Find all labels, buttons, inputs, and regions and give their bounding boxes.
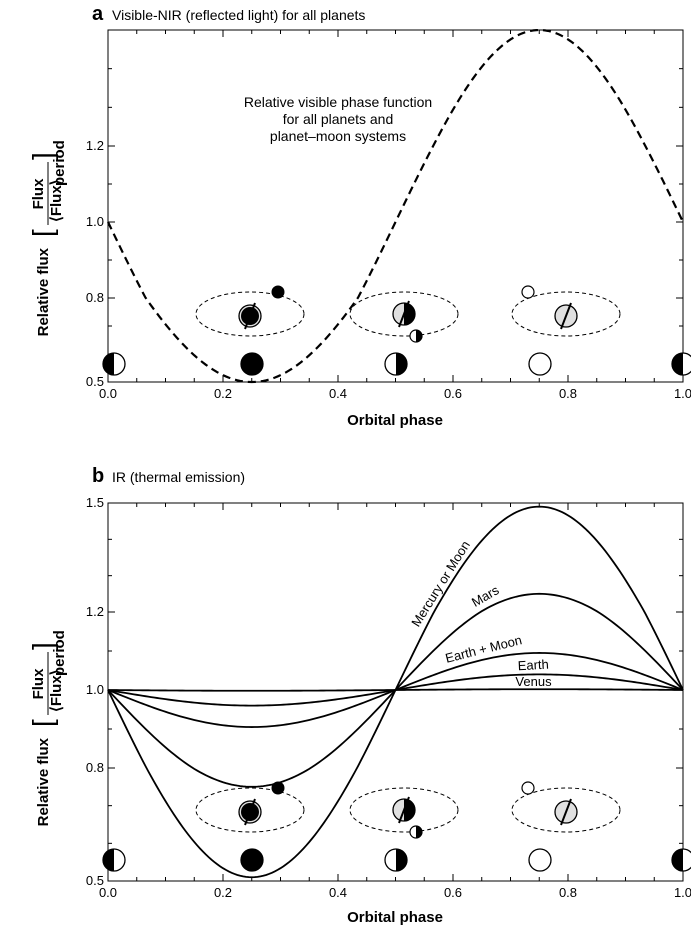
panel-a-annotation-line-3: planet–moon systems xyxy=(270,128,406,144)
panel-b-x-tick-labels: 0.0 0.2 0.4 0.6 0.8 1.0 xyxy=(99,885,691,900)
orbit-ellipse xyxy=(511,787,621,833)
planet-c xyxy=(554,302,578,330)
planet-b xyxy=(392,300,416,328)
x-tick-label: 0.2 xyxy=(214,885,232,900)
series-line-1 xyxy=(107,505,684,879)
moon-1 xyxy=(271,285,285,299)
x-tick-label: 0.4 xyxy=(329,386,347,401)
panel-a-ylabel-numerator: Flux xyxy=(30,178,47,209)
planet-b xyxy=(392,796,416,824)
panel-b-curves xyxy=(107,505,684,879)
panel-a-letter: a xyxy=(92,3,104,25)
y-tick-label: 1.0 xyxy=(86,682,104,697)
y-tick-label: 0.5 xyxy=(86,374,104,389)
series-label-5: Venus xyxy=(515,674,552,689)
moon-3 xyxy=(521,285,535,299)
orbit-ellipse xyxy=(195,291,305,337)
panel-b-ylabel-numerator: Flux xyxy=(30,668,47,699)
moon-1 xyxy=(271,781,285,795)
x-tick-label: 0.0 xyxy=(99,885,117,900)
x-tick-label: 0.0 xyxy=(99,386,117,401)
panel-b-ylabel-denominator-sub: period xyxy=(51,630,68,676)
x-tick-label: 0.6 xyxy=(444,885,462,900)
panel-b-ylabel-bracket-right: ] xyxy=(27,642,58,650)
panel-b-y-tick-labels: 0.5 0.8 1.0 1.2 1.5 xyxy=(86,495,104,888)
series-label-2: Mars xyxy=(469,582,502,610)
panel-a-orbit-diagrams xyxy=(102,285,691,376)
y-tick-label: 0.8 xyxy=(86,290,104,305)
panel-b-x-axis-label: Orbital phase xyxy=(347,909,443,926)
moon-2 xyxy=(409,329,423,343)
panel-a-ticks xyxy=(107,30,684,383)
y-tick-label: 1.2 xyxy=(86,138,104,153)
orbit-ellipse xyxy=(349,787,459,833)
panel-a-y-axis-label: Relative flux [ Flux ⟨Flux⟩ period ] xyxy=(27,140,68,336)
panel-a-ylabel-bracket-right: ] xyxy=(27,152,58,160)
panel-b-y-axis-label: Relative flux [ Flux ⟨Flux⟩ period ] xyxy=(27,630,68,826)
orbit-ellipse xyxy=(511,291,621,337)
x-tick-label: 0.8 xyxy=(559,386,577,401)
series-label-1: Mercury or Moon xyxy=(408,538,473,629)
panel-a-frame xyxy=(107,29,684,383)
panel-b-letter: b xyxy=(92,465,104,487)
panel-b-ylabel-text: Relative flux xyxy=(35,737,52,826)
planet-a xyxy=(238,798,262,826)
panel-a: a Visible-NIR (reflected light) for all … xyxy=(27,3,691,429)
panel-a-ylabel-denominator: ⟨Flux⟩ xyxy=(48,179,65,222)
phase-icon-phase-25 xyxy=(240,848,264,872)
x-tick-label: 0.8 xyxy=(559,885,577,900)
panel-b-ylabel-bracket-left: [ xyxy=(27,719,58,727)
series-label-4: Earth xyxy=(517,657,549,674)
planet-a xyxy=(238,302,262,330)
x-tick-label: 0.4 xyxy=(329,885,347,900)
panel-a-annotation-line-1: Relative visible phase function xyxy=(244,94,432,110)
panel-a-y-tick-labels: 0.5 0.8 1.0 1.2 xyxy=(86,138,104,389)
phase-icon-phase-75 xyxy=(528,352,552,376)
y-tick-label: 1.5 xyxy=(86,495,104,510)
phase-icon-phase-25 xyxy=(240,352,264,376)
orbit-ellipse xyxy=(195,787,305,833)
panel-a-ylabel-denominator-sub: period xyxy=(51,140,68,186)
panel-b-ylabel-denominator: ⟨Flux⟩ xyxy=(48,669,65,712)
phase-icon-phase-0 xyxy=(102,848,126,872)
panel-b-orbit-diagrams xyxy=(102,781,691,872)
panel-b-title: IR (thermal emission) xyxy=(112,469,245,485)
series-label-3: Earth + Moon xyxy=(444,632,524,666)
x-tick-label: 0.6 xyxy=(444,386,462,401)
moon-3 xyxy=(521,781,535,795)
y-tick-label: 1.0 xyxy=(86,214,104,229)
phase-icon-phase-100 xyxy=(671,352,691,376)
panel-a-ylabel-text: Relative flux xyxy=(35,247,52,336)
phase-icon-phase-0 xyxy=(102,352,126,376)
x-tick-label: 1.0 xyxy=(674,885,691,900)
series-line-5 xyxy=(107,688,684,692)
panel-a-annotation: Relative visible phase function for all … xyxy=(244,94,432,144)
phase-icon-phase-75 xyxy=(528,848,552,872)
panel-a-annotation-line-2: for all planets and xyxy=(283,111,394,127)
phase-icon-phase-100 xyxy=(671,848,691,872)
y-tick-label: 1.2 xyxy=(86,604,104,619)
moon-2 xyxy=(409,825,423,839)
y-tick-label: 0.8 xyxy=(86,760,104,775)
panel-a-x-tick-labels: 0.0 0.2 0.4 0.6 0.8 1.0 xyxy=(99,386,691,401)
phase-icon-phase-50 xyxy=(384,848,408,872)
panel-a-x-axis-label: Orbital phase xyxy=(347,412,443,429)
panel-a-phase-curve xyxy=(107,28,684,384)
orbit-ellipse xyxy=(349,291,459,337)
y-tick-label: 0.5 xyxy=(86,873,104,888)
x-tick-label: 1.0 xyxy=(674,386,691,401)
phase-icon-phase-50 xyxy=(384,352,408,376)
x-tick-label: 0.2 xyxy=(214,386,232,401)
panel-a-title: Visible-NIR (reflected light) for all pl… xyxy=(112,7,365,23)
planet-c xyxy=(554,798,578,826)
panel-b: b IR (thermal emission) 0.0 0.2 0.4 0.6 0.8 1… xyxy=(27,465,691,926)
panel-a-ylabel-bracket-left: [ xyxy=(27,229,58,237)
